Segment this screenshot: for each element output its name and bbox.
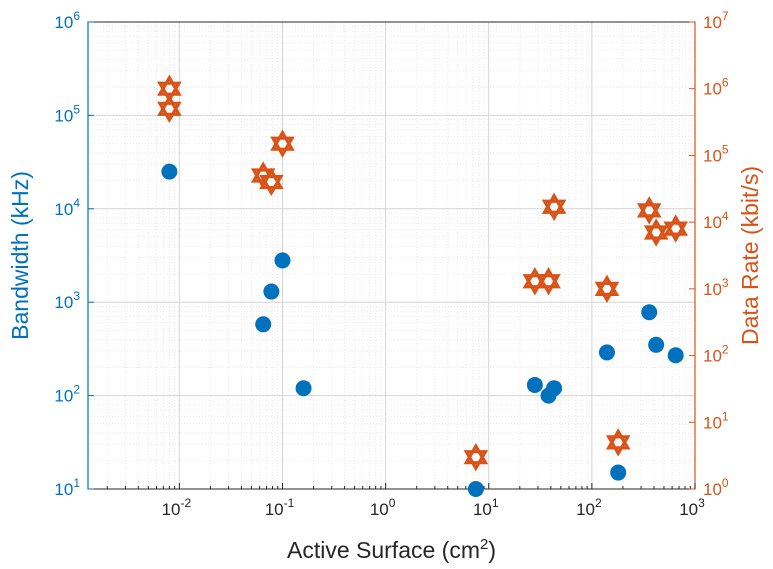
right-y-tick-label: 104 bbox=[703, 209, 729, 232]
x-tick-label: 10-2 bbox=[162, 496, 192, 519]
bandwidth-point bbox=[255, 316, 272, 333]
data-rate-point bbox=[663, 214, 689, 243]
left-y-axis-title: Bandwidth (kHz) bbox=[7, 171, 33, 340]
left-y-tick-label: 106 bbox=[54, 9, 80, 32]
data-rate-point bbox=[157, 74, 182, 103]
left-y-tick-label: 103 bbox=[54, 289, 80, 312]
bandwidth-point bbox=[598, 344, 615, 361]
data-rate-point bbox=[594, 274, 620, 304]
x-tick-label: 100 bbox=[370, 496, 396, 519]
data-rate-point bbox=[536, 267, 561, 296]
right-y-tick-label: 106 bbox=[703, 76, 729, 99]
bandwidth-point bbox=[263, 283, 280, 300]
tick-labels: 10-2 10-1 100 101 102 103 101 102 103 104 105 106 10… bbox=[54, 9, 729, 519]
tick-marks bbox=[88, 21, 696, 490]
x-axis-title: Active Surface (cm2) bbox=[287, 536, 496, 563]
bandwidth-point bbox=[295, 380, 312, 397]
left-y-tick-label: 102 bbox=[54, 383, 80, 406]
data-rate-point bbox=[643, 218, 669, 247]
data-marks bbox=[157, 74, 689, 497]
bandwidth-point bbox=[546, 380, 563, 397]
data-rate-point bbox=[541, 192, 567, 221]
data-rate-point bbox=[636, 196, 662, 225]
x-tick-label: 103 bbox=[679, 496, 705, 519]
right-y-tick-label: 103 bbox=[703, 276, 729, 299]
left-y-tick-label: 105 bbox=[54, 102, 80, 125]
left-y-tick-label: 104 bbox=[54, 196, 80, 219]
bandwidth-point bbox=[161, 163, 178, 180]
bandwidth-point bbox=[648, 336, 665, 353]
x-tick-label: 102 bbox=[576, 496, 602, 519]
bandwidth-point bbox=[526, 376, 543, 393]
bandwidth-point bbox=[467, 481, 484, 497]
right-y-tick-label: 102 bbox=[703, 343, 729, 366]
data-rate-point bbox=[157, 94, 182, 123]
right-y-tick-label: 101 bbox=[703, 409, 729, 432]
data-rate-point bbox=[605, 428, 631, 457]
data-rate-point bbox=[259, 167, 284, 197]
right-y-tick-label: 105 bbox=[703, 142, 729, 165]
bandwidth-point bbox=[641, 304, 658, 321]
left-y-tick-label: 101 bbox=[54, 476, 80, 499]
data-rate-point bbox=[463, 442, 489, 472]
right-y-tick-label: 107 bbox=[703, 9, 729, 32]
bandwidth-point bbox=[274, 252, 291, 269]
bandwidth-point bbox=[667, 347, 684, 364]
right-y-axis-title: Data Rate (kbit/s) bbox=[737, 166, 763, 345]
data-rate-point bbox=[270, 129, 295, 158]
x-tick-label: 10-1 bbox=[265, 496, 295, 519]
x-tick-label: 101 bbox=[473, 496, 499, 519]
bandwidth-point bbox=[610, 464, 627, 481]
right-y-tick-label: 100 bbox=[703, 476, 729, 499]
